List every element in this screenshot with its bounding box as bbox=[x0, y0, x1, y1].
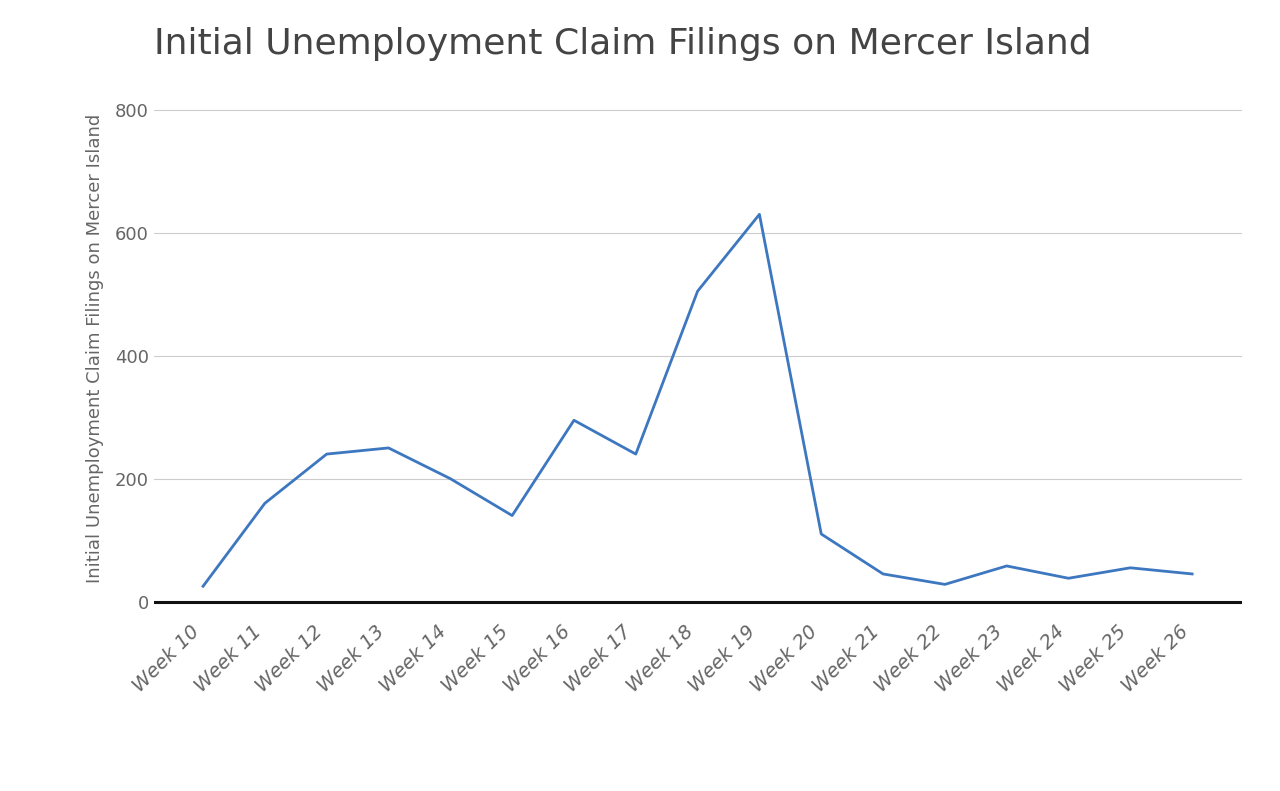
Y-axis label: Initial Unemployment Claim Filings on Mercer Island: Initial Unemployment Claim Filings on Me… bbox=[86, 113, 104, 583]
Text: Initial Unemployment Claim Filings on Mercer Island: Initial Unemployment Claim Filings on Me… bbox=[154, 27, 1092, 61]
